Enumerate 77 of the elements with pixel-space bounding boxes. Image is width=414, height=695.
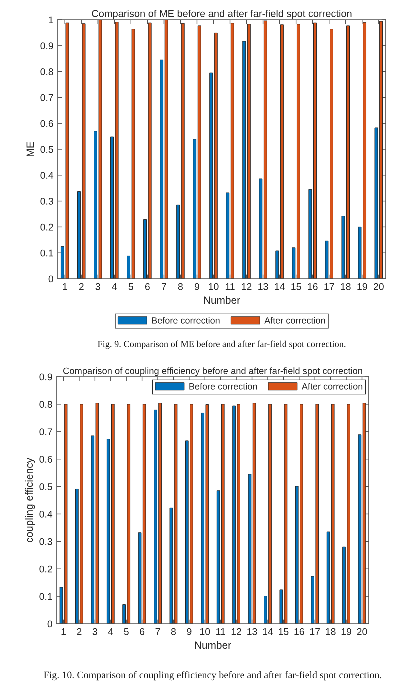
x-axis-title: Number	[195, 641, 232, 650]
y-tick-label: 0	[48, 620, 52, 628]
x-tick-label: 16	[294, 628, 304, 636]
y-tick-label: 0	[48, 276, 54, 283]
y-tick-label: 0.1	[40, 593, 52, 600]
bar	[221, 404, 225, 624]
x-tick-label: 13	[248, 628, 258, 636]
y-axis-title: coupling efficiency	[25, 458, 36, 543]
x-tick-label: 8	[171, 628, 176, 636]
legend-label: After correction	[302, 383, 363, 390]
chart-title: Comparison of ME before and after far-field spot correction	[92, 10, 352, 20]
y-tick-label: 0.4	[40, 510, 53, 518]
x-tick-label: 16	[308, 283, 318, 290]
x-tick-label: 15	[279, 628, 289, 636]
x-tick-label: 18	[341, 283, 351, 290]
x-tick-label: 20	[374, 283, 384, 290]
y-tick-label: 0.4	[40, 172, 54, 180]
x-tick-label: 7	[156, 628, 160, 636]
x-tick-label: 2	[79, 283, 84, 290]
x-tick-label: 11	[216, 628, 226, 636]
bar	[252, 403, 256, 624]
x-tick-label: 20	[357, 628, 368, 636]
x-tick-label: 14	[275, 284, 285, 290]
chart-title: Comparison of coupling efficiency before and after far-field spot correction	[64, 368, 362, 376]
x-tick-label: 5	[124, 628, 129, 636]
x-tick-label: 1	[62, 628, 66, 636]
x-axis-title: Number	[204, 296, 240, 304]
y-tick-label: 0.6	[40, 120, 54, 128]
y-axis-title: ME	[26, 142, 34, 156]
y-tick-label: 0.3	[40, 198, 54, 205]
x-tick-label: 10	[200, 628, 210, 636]
x-tick-label: 12	[242, 283, 252, 290]
x-tick-label: 8	[178, 283, 183, 290]
x-tick-label: 2	[77, 628, 82, 636]
y-tick-label: 0.8	[40, 68, 54, 76]
y-tick-label: 0.3	[40, 538, 52, 546]
x-tick-label: 3	[92, 628, 98, 636]
legend-label: Before correction	[152, 317, 220, 324]
y-tick-label: 0.5	[40, 146, 54, 154]
legend-label: Before correction	[190, 383, 258, 390]
x-tick-label: 4	[112, 284, 118, 290]
x-tick-label: 9	[194, 283, 200, 290]
x-tick-label: 9	[187, 628, 192, 636]
x-tick-label: 18	[326, 628, 336, 636]
bar	[331, 404, 335, 624]
x-tick-label: 6	[145, 283, 150, 290]
x-tick-label: 12	[232, 628, 242, 636]
y-tick-label: 0.9	[40, 42, 54, 50]
y-tick-label: 0.1	[40, 250, 54, 257]
y-tick-label: 1	[49, 16, 54, 24]
x-tick-label: 7	[162, 284, 166, 290]
x-tick-label: 15	[292, 284, 302, 290]
y-tick-label: 0.6	[40, 456, 52, 463]
x-tick-label: 19	[358, 283, 368, 290]
x-tick-label: 17	[324, 284, 334, 290]
x-tick-label: 3	[96, 283, 100, 290]
caption: Fig. 10. Comparison of coupling efficiency before and after far-field spot correction.	[44, 671, 382, 681]
caption: Fig. 9. Comparison of ME before and after far-field spot correction.	[98, 340, 346, 350]
y-tick-label: 0.2	[40, 224, 54, 231]
x-tick-label: 17	[310, 628, 320, 636]
y-tick-label: 0.7	[40, 94, 54, 102]
x-tick-label: 10	[209, 283, 219, 290]
x-tick-label: 1	[63, 284, 68, 290]
x-tick-label: 19	[342, 628, 352, 636]
legend-label: After correction	[264, 317, 326, 324]
x-tick-label: 5	[128, 284, 134, 290]
bar	[142, 404, 146, 624]
y-tick-label: 0.2	[40, 566, 52, 573]
y-tick-label: 0.9	[40, 374, 52, 381]
x-tick-label: 6	[140, 628, 145, 636]
y-tick-label: 0.8	[40, 401, 52, 408]
x-tick-label: 13	[258, 283, 268, 290]
x-tick-label: 11	[226, 284, 235, 290]
y-tick-label: 0.5	[40, 484, 52, 490]
y-tick-label: 0.7	[40, 428, 52, 436]
x-tick-label: 4	[108, 628, 114, 636]
x-tick-label: 14	[263, 628, 274, 636]
